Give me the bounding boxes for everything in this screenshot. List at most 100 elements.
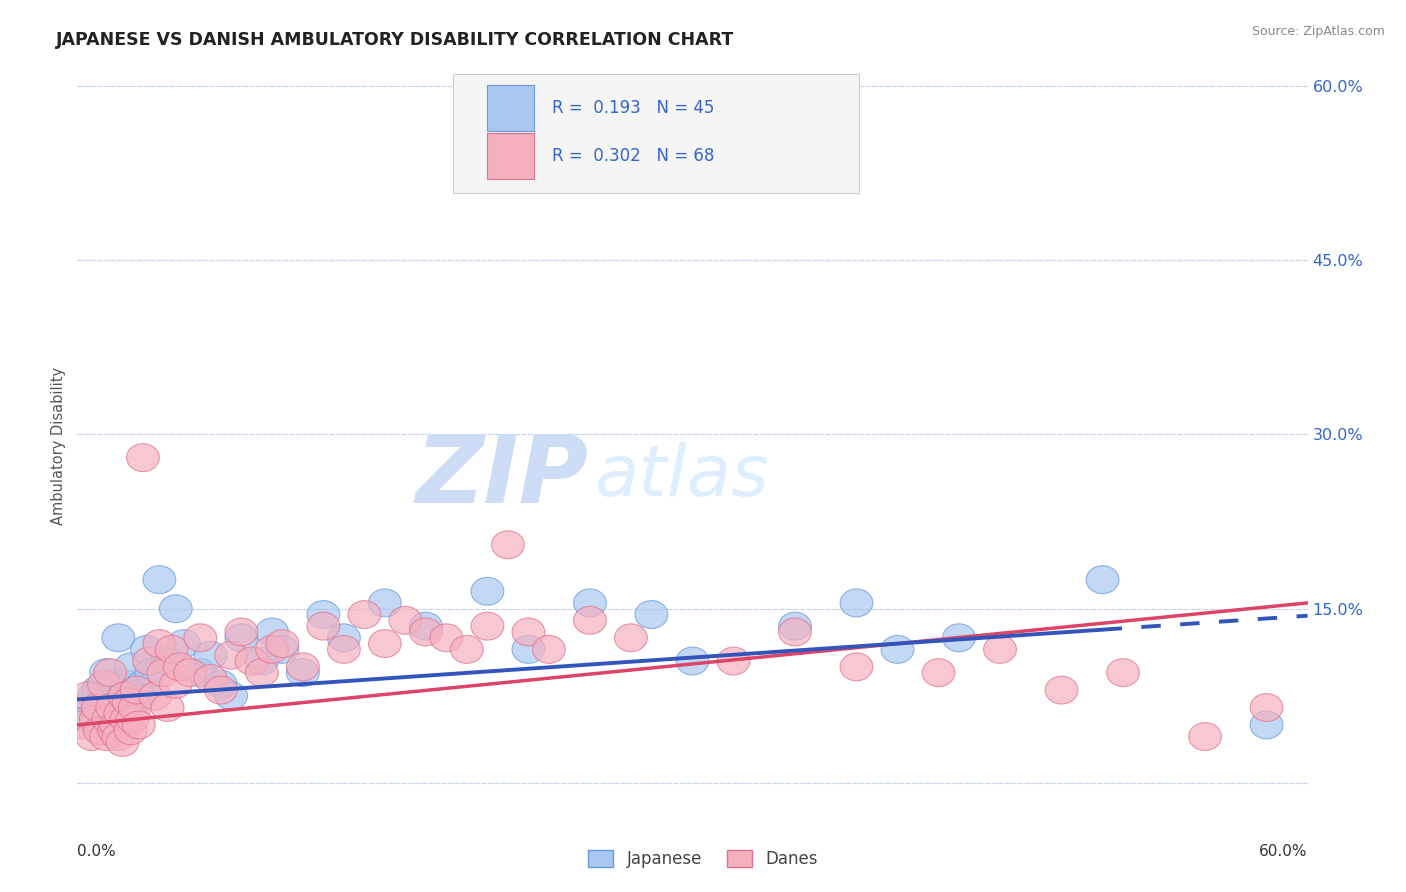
Text: 60.0%: 60.0% — [1260, 844, 1308, 858]
Ellipse shape — [105, 682, 139, 710]
Ellipse shape — [328, 624, 360, 652]
Ellipse shape — [194, 641, 226, 669]
Ellipse shape — [409, 612, 443, 640]
Ellipse shape — [69, 694, 103, 722]
Ellipse shape — [204, 676, 238, 704]
Ellipse shape — [717, 647, 749, 675]
Ellipse shape — [266, 635, 299, 664]
Ellipse shape — [215, 641, 247, 669]
Ellipse shape — [225, 624, 257, 652]
Ellipse shape — [72, 682, 104, 710]
Ellipse shape — [108, 682, 141, 710]
Ellipse shape — [194, 665, 226, 692]
Ellipse shape — [1107, 658, 1139, 687]
Ellipse shape — [118, 688, 152, 715]
Text: Source: ZipAtlas.com: Source: ZipAtlas.com — [1251, 25, 1385, 38]
Ellipse shape — [143, 630, 176, 657]
Ellipse shape — [96, 694, 128, 722]
Ellipse shape — [86, 688, 118, 715]
Ellipse shape — [841, 589, 873, 617]
Ellipse shape — [779, 612, 811, 640]
Text: JAPANESE VS DANISH AMBULATORY DISABILITY CORRELATION CHART: JAPANESE VS DANISH AMBULATORY DISABILITY… — [56, 31, 734, 49]
Text: R =  0.302   N = 68: R = 0.302 N = 68 — [553, 147, 714, 165]
Ellipse shape — [574, 589, 606, 617]
Ellipse shape — [77, 682, 110, 710]
Ellipse shape — [349, 600, 381, 629]
Ellipse shape — [152, 647, 184, 675]
Ellipse shape — [215, 682, 247, 710]
Ellipse shape — [114, 653, 148, 681]
Ellipse shape — [246, 647, 278, 675]
Ellipse shape — [122, 711, 155, 739]
Ellipse shape — [103, 624, 135, 652]
Ellipse shape — [235, 647, 269, 675]
Ellipse shape — [256, 635, 288, 664]
Ellipse shape — [942, 624, 976, 652]
Ellipse shape — [159, 595, 193, 623]
Ellipse shape — [368, 630, 401, 657]
Ellipse shape — [676, 130, 709, 158]
Ellipse shape — [614, 624, 647, 652]
Ellipse shape — [368, 589, 401, 617]
Ellipse shape — [636, 600, 668, 629]
Ellipse shape — [204, 670, 238, 698]
Ellipse shape — [984, 635, 1017, 664]
Ellipse shape — [148, 658, 180, 687]
Ellipse shape — [87, 670, 121, 698]
Ellipse shape — [73, 706, 105, 733]
Text: 0.0%: 0.0% — [77, 844, 117, 858]
Ellipse shape — [328, 635, 360, 664]
Ellipse shape — [287, 658, 319, 687]
Ellipse shape — [184, 624, 217, 652]
Ellipse shape — [135, 658, 167, 687]
Ellipse shape — [1045, 676, 1078, 704]
Ellipse shape — [492, 531, 524, 558]
Ellipse shape — [307, 612, 340, 640]
Ellipse shape — [533, 635, 565, 664]
FancyBboxPatch shape — [486, 86, 534, 131]
Ellipse shape — [184, 658, 217, 687]
Ellipse shape — [127, 443, 159, 472]
Ellipse shape — [94, 699, 127, 727]
Ellipse shape — [155, 635, 188, 664]
Legend: Japanese, Danes: Japanese, Danes — [582, 843, 824, 875]
Ellipse shape — [779, 618, 811, 646]
Ellipse shape — [122, 682, 155, 710]
Ellipse shape — [574, 607, 606, 634]
Ellipse shape — [114, 717, 148, 745]
Ellipse shape — [91, 706, 125, 733]
Text: ZIP: ZIP — [415, 431, 588, 523]
Ellipse shape — [94, 658, 127, 687]
Ellipse shape — [307, 600, 340, 629]
Ellipse shape — [409, 618, 443, 646]
Ellipse shape — [110, 706, 143, 733]
Ellipse shape — [1188, 723, 1222, 750]
Ellipse shape — [131, 635, 163, 664]
Ellipse shape — [121, 676, 153, 704]
Ellipse shape — [132, 647, 166, 675]
Ellipse shape — [110, 670, 143, 698]
Ellipse shape — [512, 618, 546, 646]
Ellipse shape — [1250, 694, 1284, 722]
Ellipse shape — [105, 729, 139, 756]
Ellipse shape — [676, 647, 709, 675]
Ellipse shape — [266, 630, 299, 657]
Ellipse shape — [104, 699, 136, 727]
Ellipse shape — [174, 658, 207, 687]
Ellipse shape — [143, 566, 176, 593]
Ellipse shape — [471, 612, 503, 640]
Ellipse shape — [100, 711, 132, 739]
FancyBboxPatch shape — [453, 74, 859, 193]
Ellipse shape — [67, 711, 100, 739]
Ellipse shape — [117, 706, 149, 733]
Ellipse shape — [139, 682, 172, 710]
FancyBboxPatch shape — [486, 133, 534, 179]
Ellipse shape — [127, 670, 159, 698]
Ellipse shape — [90, 723, 122, 750]
Ellipse shape — [103, 723, 135, 750]
Y-axis label: Ambulatory Disability: Ambulatory Disability — [51, 367, 66, 525]
Ellipse shape — [471, 577, 503, 606]
Ellipse shape — [90, 658, 122, 687]
Ellipse shape — [841, 653, 873, 681]
Ellipse shape — [389, 607, 422, 634]
